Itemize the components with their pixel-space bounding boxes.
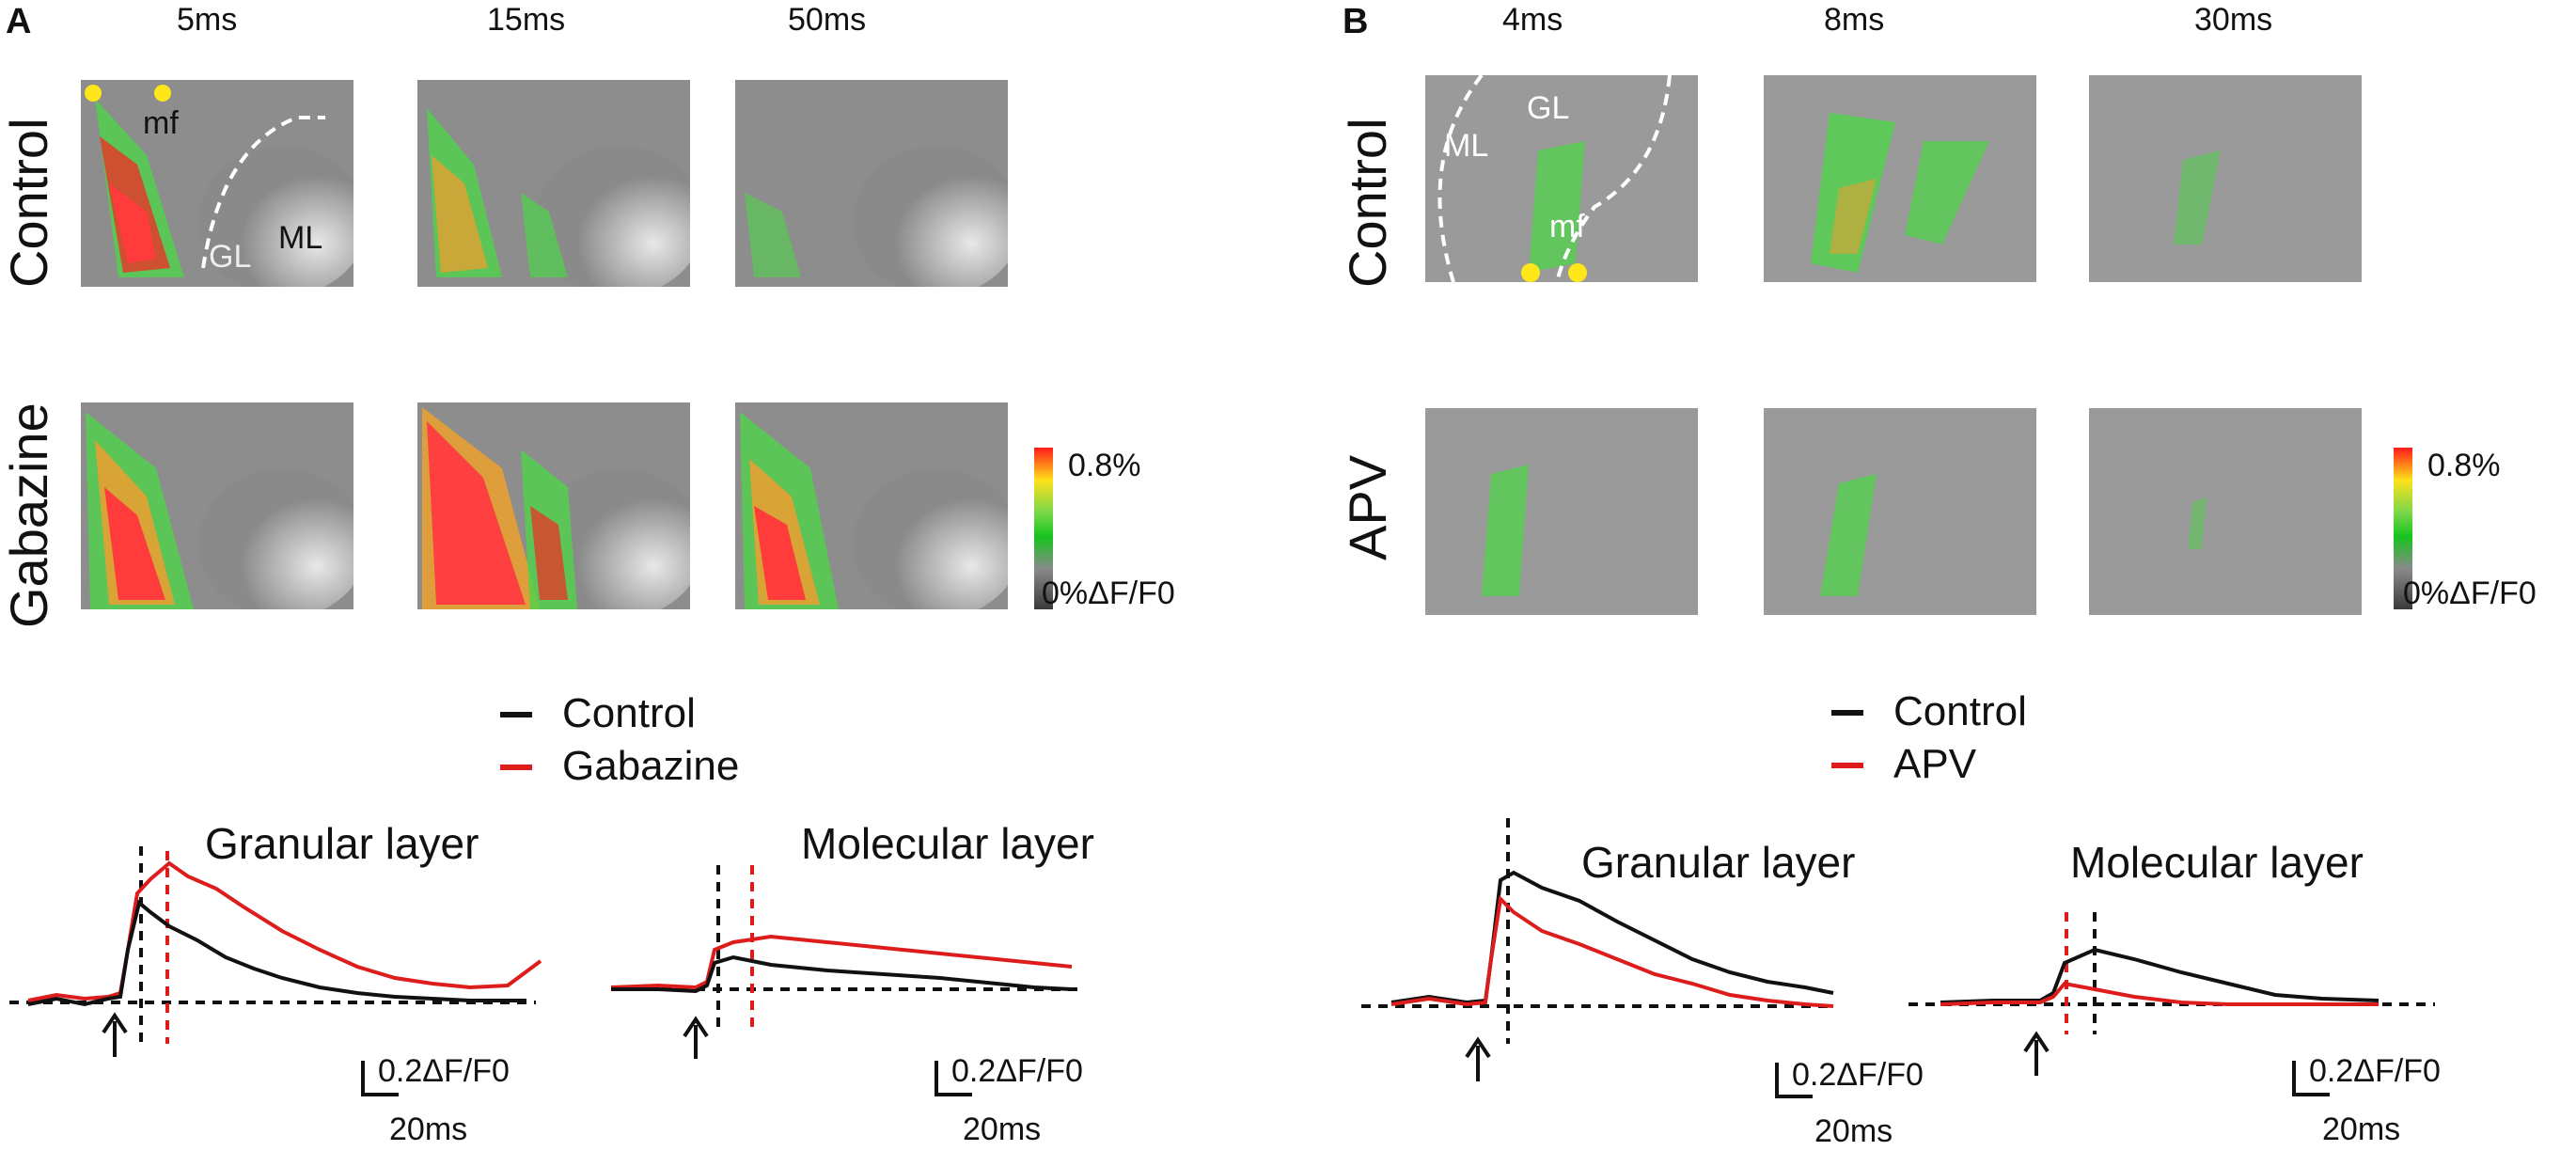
marker-dot [1568, 263, 1587, 282]
colorbar-max-a: 0.8% [1068, 448, 1141, 483]
colorbar-b [2394, 448, 2412, 609]
legend-control-b: Control [1893, 688, 2027, 734]
image-b-control-30ms [2089, 75, 2362, 282]
label-gl-b: GL [1527, 90, 1570, 126]
plot-title-molecular-a: Molecular layer [801, 819, 1094, 868]
image-b-apv-30ms [2089, 408, 2362, 615]
colorbar-a [1034, 448, 1053, 609]
scalebar-y-b-molecular: 0.2ΔF/F0 [2309, 1053, 2441, 1089]
scalebar-x-a-molecular: 20ms [963, 1112, 1042, 1147]
label-mf-a: mf [143, 105, 179, 141]
scalebar-b-molecular [2292, 1061, 2330, 1096]
time-label-15ms: 15ms [487, 2, 566, 38]
scalebar-y-a-granular: 0.2ΔF/F0 [378, 1053, 510, 1089]
image-b-control-4ms [1425, 75, 1698, 282]
scalebar-b-granular [1775, 1063, 1813, 1098]
trace-b-molecular [1908, 912, 2435, 1076]
scalebar-y-a-molecular: 0.2ΔF/F0 [951, 1053, 1083, 1089]
image-a-control-5ms [81, 80, 353, 287]
scalebar-x-a-granular: 20ms [389, 1112, 468, 1147]
image-b-apv-4ms [1425, 408, 1698, 615]
legend-apv-b: APV [1893, 741, 1977, 787]
scalebar-y-b-granular: 0.2ΔF/F0 [1792, 1057, 1924, 1093]
colorbar-min-a: 0%ΔF/F0 [1042, 576, 1175, 611]
marker-dot [85, 85, 102, 102]
plot-title-granular-b: Granular layer [1581, 838, 1856, 887]
marker-dot [154, 85, 171, 102]
label-ml-a: ML [278, 220, 323, 256]
plot-title-molecular-b: Molecular layer [2070, 838, 2364, 887]
time-label-8ms: 8ms [1824, 2, 1885, 38]
label-ml-b: ML [1444, 128, 1489, 164]
scalebar-x-b-molecular: 20ms [2322, 1112, 2401, 1147]
time-label-5ms: 5ms [177, 2, 238, 38]
legend-gabazine-a: Gabazine [562, 743, 740, 789]
marker-dot [1521, 263, 1540, 282]
image-a-control-15ms [417, 80, 690, 287]
legend-control-a: Control [562, 690, 696, 736]
colorbar-min-b: 0%ΔF/F0 [2403, 576, 2537, 611]
scalebar-a-molecular [935, 1061, 972, 1096]
image-b-control-8ms [1764, 75, 2036, 282]
panel-b-letter: B [1343, 2, 1369, 41]
time-label-50ms: 50ms [788, 2, 867, 38]
image-a-gabazine-50ms [735, 402, 1008, 609]
image-a-control-50ms [735, 80, 1008, 287]
trace-a-granular [9, 846, 542, 1057]
time-label-4ms: 4ms [1502, 2, 1563, 38]
time-label-30ms: 30ms [2194, 2, 2273, 38]
image-a-gabazine-15ms [417, 402, 690, 609]
label-gl-a: GL [209, 239, 252, 275]
label-mf-b: mf [1549, 209, 1585, 244]
colorbar-max-b: 0.8% [2427, 448, 2501, 483]
image-b-apv-8ms [1764, 408, 2036, 615]
image-a-gabazine-5ms [81, 402, 353, 609]
scalebar-x-b-granular: 20ms [1814, 1113, 1893, 1149]
trace-a-molecular [610, 865, 1081, 1059]
plot-title-granular-a: Granular layer [205, 819, 479, 868]
trace-b-granular [1361, 818, 1834, 1081]
panel-a-letter: A [6, 2, 32, 41]
scalebar-a-granular [361, 1061, 399, 1096]
